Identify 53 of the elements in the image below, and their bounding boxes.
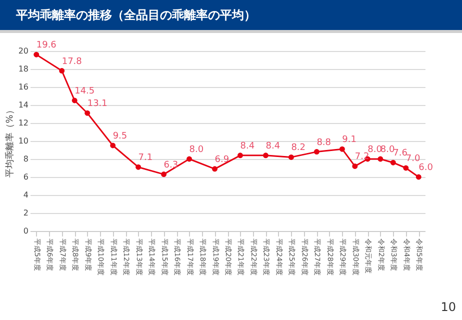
point: [262, 152, 268, 158]
data-label: 8.4: [240, 141, 255, 152]
y-tick-label: 2: [23, 208, 28, 218]
data-label: 7.6: [393, 148, 408, 159]
data-label: 8.0: [380, 145, 395, 155]
y-tick-label: 18: [18, 64, 28, 74]
data-label: 6.9: [214, 154, 230, 165]
data-label: 13.1: [87, 99, 108, 110]
point: [403, 165, 409, 171]
data-label: 8.2: [291, 143, 306, 154]
point: [72, 98, 78, 104]
point: [416, 174, 422, 180]
point: [238, 152, 243, 158]
y-tick-label: 0: [23, 226, 28, 236]
data-label: 19.6: [36, 40, 57, 51]
data-label: 8.4: [266, 141, 280, 152]
y-tick-label: 4: [23, 190, 28, 200]
point: [378, 156, 384, 162]
y-tick-label: 12: [18, 118, 28, 128]
data-label: 14.5: [74, 86, 95, 96]
data-label: 6.0: [418, 163, 434, 173]
y-tick-label: 14: [18, 100, 28, 110]
data-label: 9.1: [342, 135, 357, 146]
data-label: 8.8: [316, 138, 332, 148]
y-tick-label: 8: [23, 154, 28, 164]
data-label: 7.2: [354, 152, 370, 162]
point: [390, 160, 396, 166]
data-label: 7.1: [138, 153, 153, 164]
point: [212, 166, 218, 172]
y-tick-label: 20: [18, 46, 28, 56]
data-label: 7.0: [406, 154, 420, 164]
data-label: 9.5: [112, 132, 128, 142]
point: [136, 164, 142, 170]
y-tick-label: 6: [23, 172, 28, 182]
point: [339, 146, 345, 152]
data-label: 8.0: [189, 145, 204, 155]
data-label: 17.8: [62, 56, 82, 67]
point: [314, 149, 320, 155]
point: [352, 163, 358, 169]
y-tick-label: 16: [18, 82, 28, 92]
data-label: 6.3: [164, 160, 178, 170]
text: 10: [440, 300, 456, 314]
point: [59, 68, 65, 74]
point: [186, 156, 192, 162]
point: [161, 172, 167, 178]
point: [34, 52, 40, 58]
chart-title: 平均乖離率の推移（全品目の乖離率の平均）: [0, 0, 462, 33]
point: [110, 142, 116, 148]
point: [288, 154, 294, 160]
point: [84, 110, 90, 116]
y-tick-label: 10: [18, 136, 28, 146]
data-label: 8.0: [368, 145, 382, 155]
y-axis-title: 平均乖離率（%）: [4, 106, 16, 178]
